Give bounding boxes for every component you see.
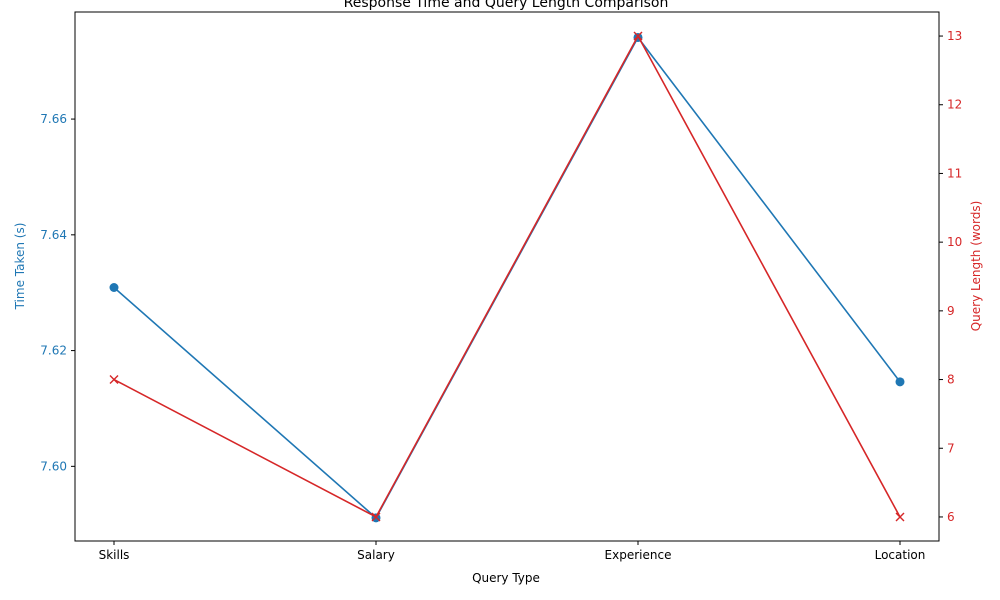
right-y-tick-label: 8 [947, 373, 955, 387]
x-tick-label: Skills [99, 548, 130, 562]
right-y-tick-label: 11 [947, 166, 962, 180]
time-taken-point [895, 377, 905, 387]
x-tick-label: Experience [605, 548, 672, 562]
plot-area [109, 31, 905, 523]
left-y-tick-label: 7.60 [40, 459, 67, 473]
left-y-tick-label: 7.62 [40, 344, 67, 358]
right-y-tick-label: 9 [947, 304, 955, 318]
time-taken-point [109, 282, 119, 292]
x-tick-label: Location [875, 548, 926, 562]
right-y-tick-label: 7 [947, 441, 955, 455]
query-length-series-line [113, 34, 901, 519]
right-y-axis-label: Query Length (words) [969, 201, 983, 332]
query-length-point [633, 31, 643, 41]
right-y-tick-label: 12 [947, 98, 962, 112]
left-y-tick-label: 7.66 [40, 112, 67, 126]
plot-frame [74, 11, 940, 542]
query-length-point [895, 512, 905, 522]
right-y-tick-label: 13 [947, 29, 962, 43]
left-y-axis-label: Time Taken (s) [13, 223, 27, 311]
query-length-point [109, 375, 119, 385]
x-tick-label: Salary [357, 548, 395, 562]
right-y-tick-label: 10 [947, 235, 962, 249]
x-axis-label: Query Type [472, 571, 540, 585]
right-y-tick-label: 6 [947, 510, 955, 524]
left-y-tick-label: 7.64 [40, 228, 67, 242]
query-length-point [371, 512, 381, 522]
chart-title: Response Time and Query Length Compariso… [344, 0, 669, 11]
